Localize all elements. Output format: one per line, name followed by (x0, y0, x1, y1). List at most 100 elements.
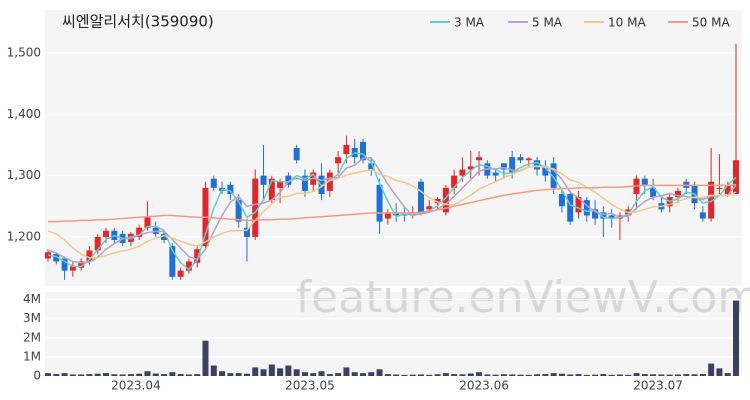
candle-body (451, 175, 458, 188)
candle-body (476, 157, 483, 161)
chart-title: 씨엔알리서치(359090) (62, 13, 214, 31)
volume-bar (583, 374, 590, 376)
volume-bar (525, 374, 532, 376)
volume-bar (608, 374, 615, 376)
volume-bar (335, 373, 342, 376)
volume-bar (227, 373, 234, 376)
candle-body (608, 215, 615, 219)
volume-bar (575, 374, 582, 376)
candle-body (326, 172, 333, 191)
candle-body (434, 198, 441, 204)
y-tick-label: 0 (33, 369, 41, 383)
candle-body (492, 172, 499, 176)
volume-bar (409, 374, 416, 376)
candle-body (103, 230, 110, 237)
candle-body (260, 175, 267, 185)
volume-bar (86, 374, 93, 376)
ma-line (47, 157, 737, 264)
y-tick-label: 1,200 (7, 229, 41, 243)
volume-bar (169, 372, 176, 376)
candle-body (277, 181, 284, 188)
candle-body (69, 266, 76, 271)
candle-body (161, 233, 168, 240)
volume-bar (633, 373, 640, 376)
volume-bar (343, 367, 350, 376)
volume-bar (202, 340, 209, 376)
volume-bar (103, 373, 110, 376)
candle-body (393, 212, 400, 216)
volume-bar (393, 374, 400, 376)
candle-body (500, 163, 507, 170)
candle-body (583, 200, 590, 216)
candle-body (359, 141, 366, 161)
candle-body (418, 181, 425, 213)
candle-body (600, 212, 607, 219)
y-tick-label: 1,500 (7, 45, 41, 59)
volume-bar (318, 371, 325, 376)
volume-bar (53, 374, 60, 376)
candle-body (517, 157, 524, 161)
volume-bar (683, 374, 690, 376)
candle-body (78, 261, 85, 268)
volume-bar (600, 374, 607, 376)
y-tick-label: 1,300 (7, 168, 41, 182)
volume-bar (542, 374, 549, 376)
volume-bar (301, 372, 308, 376)
volume-bar (359, 373, 366, 376)
candle-body (335, 157, 342, 164)
candle-body (733, 160, 739, 194)
candle-body (127, 233, 134, 242)
candle-body (534, 160, 541, 170)
y-tick-label: 3M (23, 311, 41, 325)
ma-line (47, 165, 737, 259)
volume-bar (691, 374, 698, 376)
candle-body (550, 163, 557, 188)
volume-bar (268, 364, 275, 376)
candle-body (509, 157, 516, 173)
volume-bar (500, 374, 507, 376)
volume-bar (277, 368, 284, 376)
volume-bar (293, 369, 300, 376)
volume-bar (310, 373, 317, 376)
volume-bar (285, 365, 292, 376)
volume-bar (517, 374, 524, 376)
volume-bar (476, 372, 483, 376)
candle-body (708, 181, 715, 219)
volume-bar (733, 300, 739, 376)
volume-bar (674, 374, 681, 376)
candle-body (235, 200, 242, 222)
volume-bar (658, 374, 665, 376)
candle-body (674, 190, 681, 198)
volume-bar (94, 373, 101, 376)
x-tick-label: 2023.07 (633, 379, 683, 393)
volume-bar (699, 374, 706, 376)
candle-body (724, 184, 731, 194)
candle-body (542, 166, 549, 176)
volume-bar (210, 365, 217, 376)
volume-bar (376, 369, 383, 376)
y-tick-label: 1M (23, 349, 41, 363)
volume-bar (641, 374, 648, 376)
candle-body (86, 250, 93, 262)
candle-body (716, 187, 723, 189)
candle-body (558, 194, 565, 207)
price-panel (45, 10, 742, 286)
candle-body (185, 261, 192, 271)
volume-bar (558, 373, 565, 376)
candle-body (243, 227, 250, 237)
candle-body (575, 197, 582, 213)
y-tick-label: 2M (23, 330, 41, 344)
volume-bar (111, 374, 118, 376)
volume-bar (161, 374, 168, 376)
candle-body (567, 194, 574, 222)
volume-bar (592, 374, 599, 376)
ma-line (48, 184, 737, 223)
volume-bar (716, 368, 723, 376)
volume-bar (326, 374, 333, 376)
legend-label: 5 MA (532, 16, 563, 30)
volume-bar (78, 374, 85, 376)
volume-bar (650, 374, 657, 376)
volume-bar (459, 374, 466, 376)
volume-bar (185, 374, 192, 376)
